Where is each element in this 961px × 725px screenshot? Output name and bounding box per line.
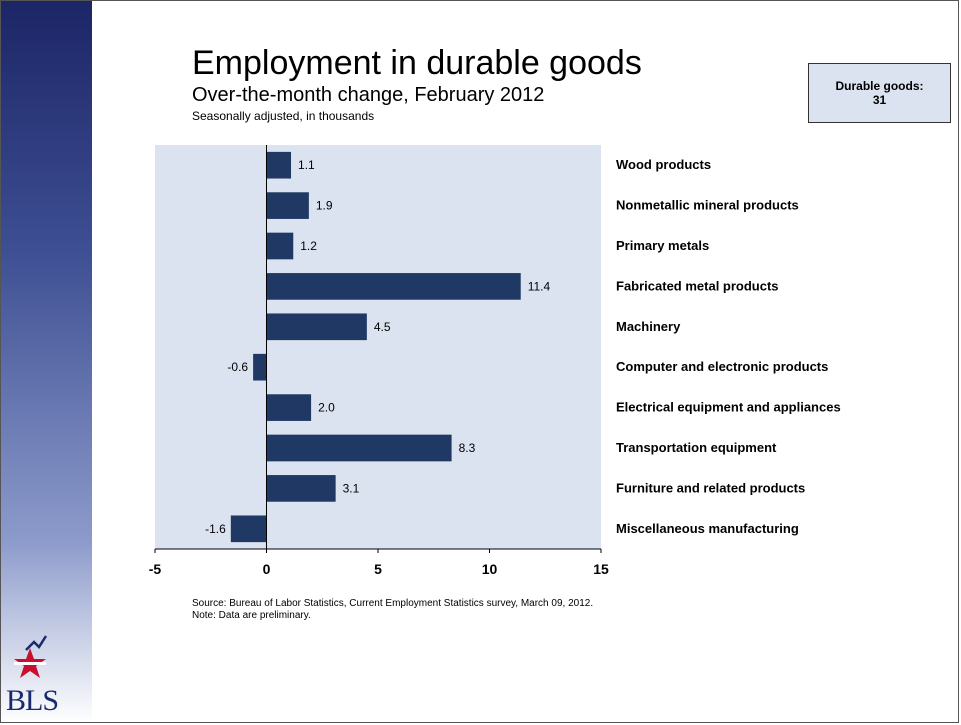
data-label: 1.9: [316, 199, 333, 213]
bar: [266, 232, 294, 260]
bar: [266, 151, 292, 179]
category-label: Fabricated metal products: [616, 278, 779, 293]
x-tick-label: 15: [593, 561, 609, 577]
category-label: Electrical equipment and appliances: [616, 400, 841, 415]
chart-subtitle: Over-the-month change, February 2012: [192, 84, 545, 106]
category-label: Computer and electronic products: [616, 359, 828, 374]
bar: [266, 394, 312, 421]
x-tick-label: -5: [149, 561, 162, 577]
x-tick-label: 5: [374, 561, 382, 577]
data-label: 1.1: [298, 158, 315, 172]
category-label: Miscellaneous manufacturing: [616, 521, 799, 536]
bar: [266, 434, 452, 462]
category-label: Furniture and related products: [616, 480, 805, 495]
data-label: 1.2: [300, 239, 317, 253]
preliminary-note: Note: Data are preliminary.: [192, 610, 311, 621]
bar: [266, 192, 309, 219]
sidebar-gradient: [1, 1, 92, 723]
category-label: Wood products: [616, 157, 711, 172]
x-tick-label: 10: [482, 561, 498, 577]
callout-value: 31: [872, 93, 887, 107]
chart-title: Employment in durable goods: [192, 44, 642, 82]
category-label: Transportation equipment: [616, 440, 777, 455]
source-note: Source: Bureau of Labor Statistics, Curr…: [192, 598, 593, 622]
data-label: -0.6: [227, 360, 248, 374]
data-label: 8.3: [459, 441, 476, 455]
total-callout-box: Durable goods: 31: [808, 63, 951, 123]
bar-chart: 1.1 Wood products 1.9 Nonmetallic mineral p…: [149, 145, 841, 577]
data-label: 3.1: [343, 481, 360, 495]
source-line: Source: Bureau of Labor Statistics, Curr…: [192, 598, 594, 609]
bar: [253, 353, 267, 381]
plot-area: [155, 145, 601, 549]
data-label: 11.4: [528, 279, 551, 293]
callout-label: Durable goods:: [835, 79, 924, 93]
bar: [266, 273, 521, 300]
category-label: Machinery: [616, 319, 681, 334]
data-label: -1.6: [205, 522, 226, 536]
bar: [266, 313, 367, 341]
bls-logo-text: BLS: [6, 684, 59, 717]
bar: [266, 475, 336, 502]
bls-logo: BLS: [6, 632, 66, 722]
category-label: Primary metals: [616, 238, 709, 253]
chart-note: Seasonally adjusted, in thousands: [192, 109, 375, 123]
bar: [230, 515, 267, 543]
data-label: 2.0: [318, 401, 335, 415]
bls-star-icon: [14, 635, 48, 678]
data-label: 4.5: [374, 320, 391, 334]
category-label: Nonmetallic mineral products: [616, 198, 799, 213]
x-tick-label: 0: [263, 561, 271, 577]
